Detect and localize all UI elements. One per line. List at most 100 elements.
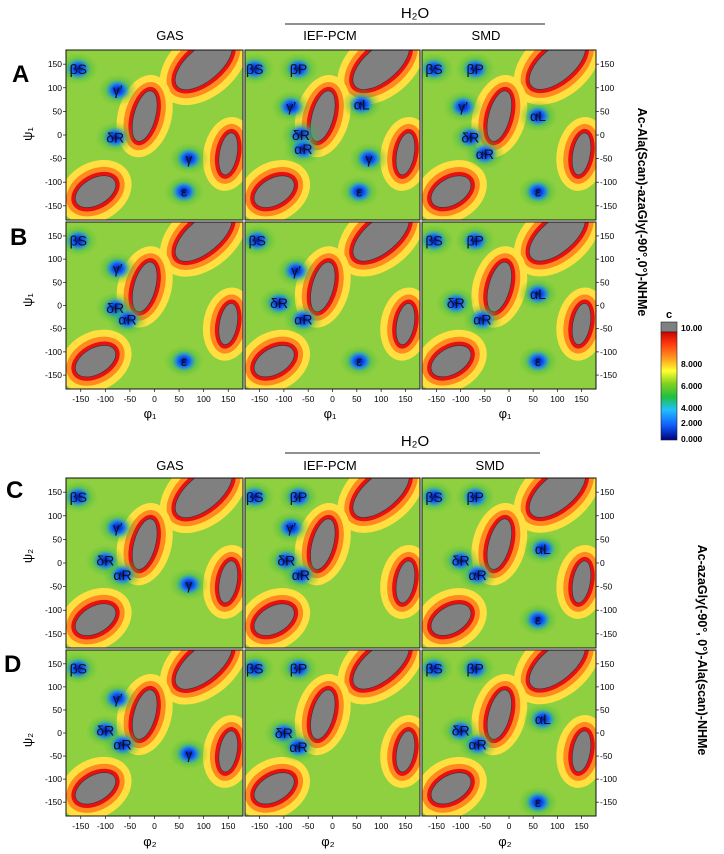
y-tick-label: 150 [600, 59, 614, 69]
x-tick-label: 150 [574, 821, 588, 831]
xlabel-phi1-smd: φ₁ [499, 406, 512, 421]
basin-blue [469, 308, 496, 331]
masked-region [175, 222, 233, 262]
y-tick-label: -100 [45, 605, 62, 615]
x-tick-label: -50 [124, 394, 137, 404]
conformer-label: δR [106, 129, 124, 145]
basin-blue [285, 735, 312, 758]
header-gas-bottom: GAS [156, 458, 184, 473]
basin-blue [290, 138, 317, 161]
x-tick-label: 50 [528, 394, 538, 404]
basin-blue [245, 57, 268, 80]
y-tick-label: -100 [600, 605, 617, 615]
ylabel-psi1-a: ψ₁ [20, 127, 35, 141]
header-iefpcm-top: IEF-PCM [303, 28, 356, 43]
x-tick-label: -150 [72, 821, 89, 831]
masked-region [74, 603, 117, 636]
y-tick-label: 50 [53, 277, 63, 287]
x-tick-label: -100 [275, 821, 292, 831]
solvent-label-top: H₂O [401, 5, 429, 22]
conformer-label: βS [425, 660, 442, 676]
y-tick-label: -50 [50, 582, 63, 592]
basin-blue [287, 563, 314, 586]
basin-blue [171, 350, 197, 373]
y-tick-label: 0 [57, 130, 62, 140]
masked-region [218, 132, 239, 176]
conformer-label: γ [365, 151, 372, 167]
conformer-label: ε [535, 612, 541, 628]
y-tick-label: 150 [48, 231, 62, 241]
conformer-label: αR [292, 567, 310, 583]
masked-region [253, 603, 295, 636]
conformer-label: ε [356, 353, 362, 369]
y-tick-label: 150 [600, 659, 614, 669]
y-tick-label: 150 [48, 59, 62, 69]
conformer-label: γ′ [113, 690, 123, 706]
basin-blue [66, 57, 92, 80]
masked-region [571, 730, 592, 773]
y-tick-label: 100 [600, 682, 614, 692]
basin-blue [450, 95, 477, 118]
colorbar: c 10.00 8.000 6.000 4.000 2.000 0.000 [660, 309, 703, 444]
basin-blue [109, 563, 136, 586]
masked-region [529, 650, 586, 690]
y-tick-label: -50 [50, 154, 63, 164]
conformer-label: βP [290, 61, 307, 77]
x-tick-label: 150 [221, 821, 235, 831]
x-tick-label: -100 [452, 821, 469, 831]
colorbar-masked-swatch [660, 321, 678, 333]
conformer-label: ε [181, 184, 187, 200]
conformer-label: αR [113, 567, 131, 583]
conformer-label: αL [530, 108, 546, 124]
x-tick-label: 100 [197, 821, 211, 831]
masked-region [395, 303, 416, 345]
y-tick-label: -50 [50, 324, 63, 334]
conformer-label: δR [96, 553, 114, 569]
y-tick-label: 100 [48, 682, 62, 692]
y-tick-label: -50 [600, 751, 613, 761]
y-tick-label: -100 [45, 177, 62, 187]
y-tick-label: -150 [600, 797, 617, 807]
basin-blue [348, 93, 375, 116]
y-tick-label: -100 [600, 774, 617, 784]
x-tick-label: 100 [550, 821, 564, 831]
masked-region [430, 175, 472, 208]
conformer-label: γ′ [113, 260, 123, 276]
xlabel-phi2-gas: φ₂ [143, 834, 156, 849]
xlabel-phi1-iefpcm: φ₁ [324, 406, 337, 421]
y-tick-label: 150 [48, 659, 62, 669]
y-tick-label: 150 [48, 487, 62, 497]
conformer-label: ε [356, 184, 362, 200]
conformer-label: βP [466, 660, 483, 676]
panel-frame [244, 477, 421, 649]
conformer-label: αR [473, 311, 491, 327]
masked-region [529, 478, 586, 518]
y-tick-label: 0 [600, 728, 605, 738]
masked-region [352, 478, 410, 518]
xlabel-phi2-smd: φ₂ [498, 834, 511, 849]
basin-blue [464, 733, 491, 756]
basin-blue [104, 257, 131, 280]
basin-blue [290, 308, 317, 331]
conformer-label: αR [113, 737, 131, 753]
basin-blue [104, 79, 131, 102]
masked-region [571, 303, 592, 345]
x-tick-label: -100 [97, 821, 114, 831]
basin-blue [422, 657, 448, 680]
y-tick-label: 100 [600, 511, 614, 521]
y-tick-label: 0 [57, 558, 62, 568]
x-tick-label: 150 [221, 394, 235, 404]
y-tick-label: -50 [600, 324, 613, 334]
x-tick-label: 150 [574, 394, 588, 404]
conformer-label: βS [70, 61, 87, 77]
basin-blue [104, 687, 131, 710]
conformer-label: ε [535, 353, 541, 369]
basin-blue [525, 791, 551, 814]
basin-blue [245, 485, 268, 508]
x-tick-label: 50 [174, 821, 184, 831]
conformer-label: αR [118, 311, 136, 327]
